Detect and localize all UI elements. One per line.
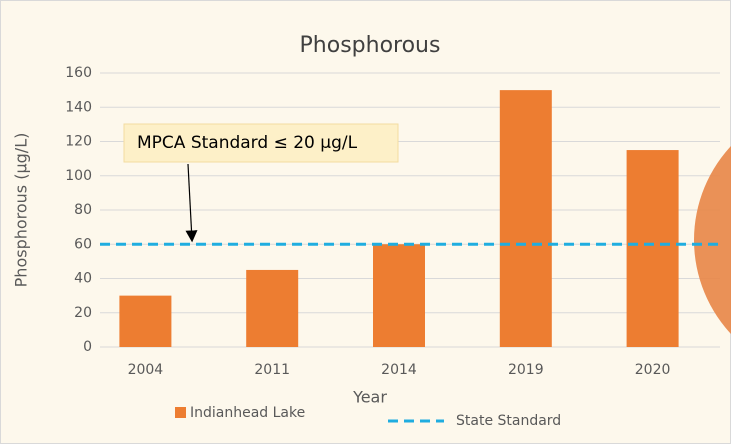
- legend-label: State Standard: [456, 413, 561, 429]
- y-tick-label: 120: [65, 134, 92, 150]
- x-tick-label: 2004: [128, 362, 164, 378]
- y-tick-label: 0: [83, 339, 92, 355]
- x-tick-label: 2019: [508, 362, 544, 378]
- legend-swatch: [175, 407, 186, 418]
- y-tick-label: 60: [74, 236, 92, 252]
- legend-label: Indianhead Lake: [190, 405, 305, 421]
- y-tick-label: 100: [65, 168, 92, 184]
- bar: [499, 90, 552, 347]
- annotation-arrow: [185, 163, 198, 243]
- annotation-box: [123, 123, 399, 163]
- bar: [246, 269, 299, 347]
- bar: [373, 244, 425, 347]
- x-tick-label: 2020: [635, 362, 671, 378]
- y-axis-title: Phosphorous (µg/L): [12, 133, 31, 288]
- annotation-text: MPCA Standard ≤ 20 µg/L: [137, 133, 358, 153]
- x-axis-title: Year: [352, 388, 387, 407]
- bar: [119, 295, 172, 347]
- y-tick-label: 160: [65, 65, 92, 81]
- bar: [626, 150, 679, 347]
- y-tick-label: 40: [74, 271, 92, 287]
- x-tick-label: 2014: [381, 362, 417, 378]
- y-tick-label: 20: [74, 305, 92, 321]
- x-tick-label: 2011: [254, 362, 290, 378]
- y-tick-label: 80: [74, 202, 92, 218]
- chart-title: Phosphorous: [300, 33, 441, 58]
- y-tick-label: 140: [65, 99, 92, 115]
- overlay-circle: [694, 146, 731, 334]
